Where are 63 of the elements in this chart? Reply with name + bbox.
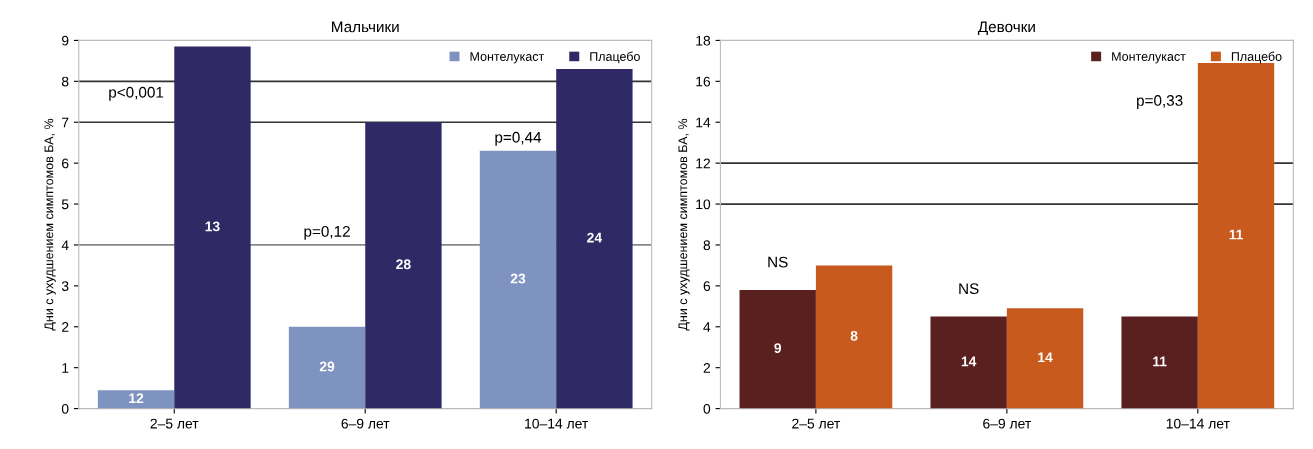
x-tick-label: 2–5 лет xyxy=(150,418,199,429)
legend-label: Плацебо xyxy=(590,51,640,64)
y-tick-label: 0 xyxy=(61,403,69,414)
y-tick-label: 1 xyxy=(62,363,69,373)
bar xyxy=(288,326,366,409)
annotation: NS xyxy=(959,283,979,295)
annotation: 9 xyxy=(774,343,782,353)
annotation: 11 xyxy=(1153,356,1167,367)
annotation: 12 xyxy=(129,393,144,403)
annotation: 14 xyxy=(961,356,977,367)
bar xyxy=(479,150,557,409)
y-tick-label: 14 xyxy=(696,117,711,128)
y-tick-label: 2 xyxy=(703,363,710,373)
annotation: 8 xyxy=(850,330,858,341)
x-tick-label: 10–14 лет xyxy=(1166,418,1230,429)
chart-title: Девочки xyxy=(977,21,1035,36)
y-tick-label: 7 xyxy=(62,117,69,128)
y-tick-label: 4 xyxy=(61,240,69,250)
annotation: p=0,12 xyxy=(304,225,350,240)
y-axis-title: Дни с ухудшением симптомов БА, % xyxy=(44,118,56,331)
annotation: 29 xyxy=(319,361,335,372)
bar xyxy=(930,316,1007,409)
y-tick-label: 10 xyxy=(696,199,711,210)
legend-label: Монтелукаст xyxy=(1112,52,1186,64)
bar xyxy=(815,265,893,409)
y-tick-label: 2 xyxy=(62,322,69,332)
y-tick-label: 3 xyxy=(61,281,69,292)
bar xyxy=(97,390,175,409)
annotation: NS xyxy=(768,256,788,268)
y-tick-label: 6 xyxy=(62,158,69,169)
annotation: 14 xyxy=(1038,352,1053,363)
x-tick-label: 6–9 лет xyxy=(983,418,1031,429)
bar xyxy=(1121,316,1198,409)
annotation: 13 xyxy=(205,221,220,232)
bar xyxy=(1006,308,1084,409)
y-tick-label: 9 xyxy=(61,35,69,46)
y-tick-label: 16 xyxy=(696,76,711,87)
y-tick-label: 8 xyxy=(703,240,711,251)
y-axis-title: Дни с ухудшением симптомов БА, % xyxy=(678,118,690,331)
annotation: p=0,33 xyxy=(1137,95,1183,109)
x-tick-label: 6–9 лет xyxy=(341,418,390,429)
bar xyxy=(556,69,633,409)
legend-label: Плацебо xyxy=(1231,51,1282,64)
bar xyxy=(365,122,442,409)
bar xyxy=(174,46,251,409)
chart-title: Мальчики xyxy=(332,21,399,33)
x-tick-label: 2–5 лет xyxy=(792,418,841,429)
annotation: 11 xyxy=(1229,229,1243,240)
annotation: p<0,001 xyxy=(109,86,164,101)
legend-label: Монтелукаст xyxy=(470,52,545,64)
y-tick-label: 0 xyxy=(703,403,711,414)
y-tick-label: 5 xyxy=(61,199,69,210)
y-tick-label: 6 xyxy=(703,281,711,292)
annotation: 23 xyxy=(510,273,526,284)
annotation: 24 xyxy=(587,232,603,243)
annotation: p=0,44 xyxy=(495,131,542,146)
y-tick-label: 8 xyxy=(61,76,69,87)
y-tick-label: 18 xyxy=(696,35,711,46)
x-tick-label: 10–14 лет xyxy=(525,418,589,429)
bar xyxy=(739,289,816,409)
annotation: 28 xyxy=(396,259,411,270)
y-tick-label: 12 xyxy=(696,158,710,169)
y-tick-label: 4 xyxy=(703,322,711,332)
